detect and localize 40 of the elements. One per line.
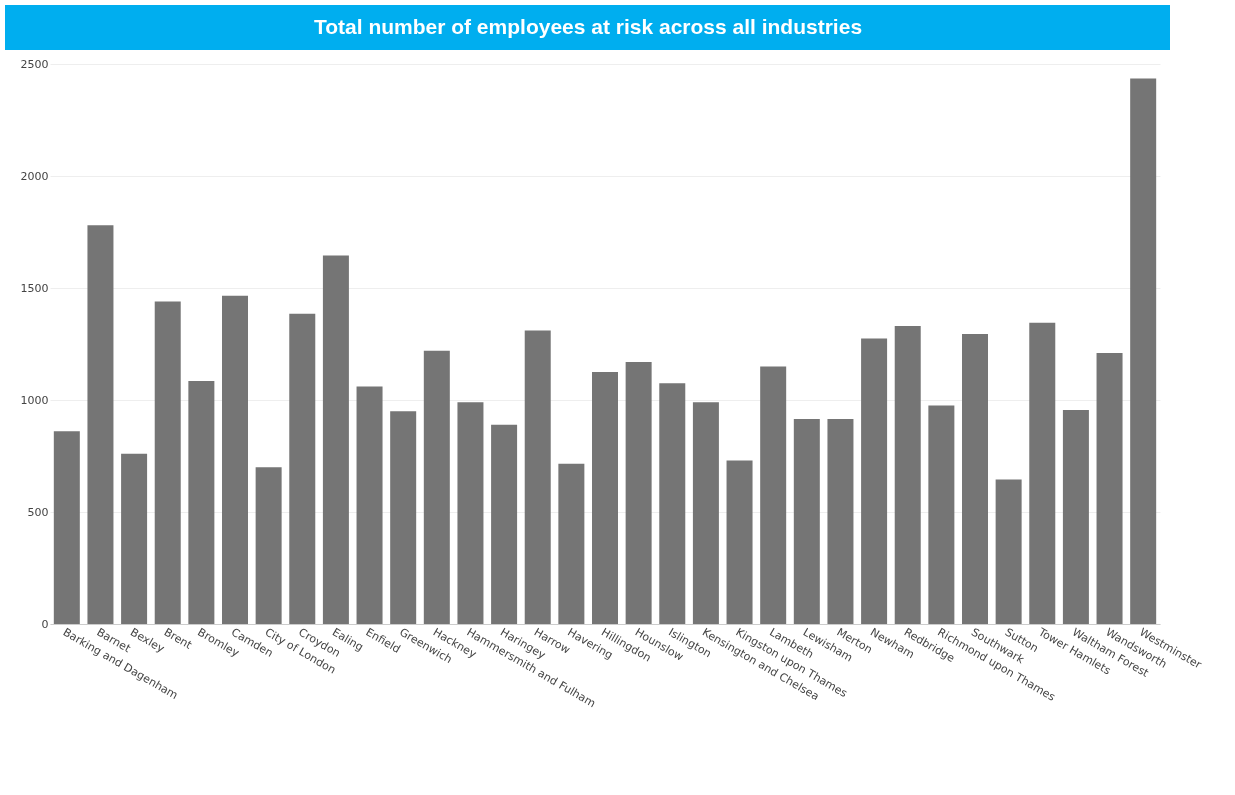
bar (87, 225, 114, 624)
bar (793, 419, 820, 624)
y-tick-label: 1500 (20, 281, 49, 295)
y-tick-label: 0 (41, 617, 49, 631)
bar (659, 383, 686, 624)
bar (995, 479, 1022, 624)
bar (928, 405, 955, 624)
bar (188, 380, 215, 624)
y-tick-label: 2500 (20, 57, 49, 71)
bar (592, 372, 618, 624)
bar (625, 361, 652, 624)
bar (53, 431, 80, 624)
bar (760, 366, 787, 624)
y-tick-label: 500 (27, 505, 49, 519)
bar (154, 301, 181, 624)
chart-title: Total number of employees at risk across all industries (313, 15, 863, 38)
bar (827, 419, 854, 624)
bar (894, 326, 921, 624)
bar (390, 411, 417, 624)
bar (962, 333, 988, 624)
bar (356, 386, 383, 624)
bar (692, 402, 719, 624)
bar (1029, 322, 1056, 624)
y-tick-label: 1000 (20, 393, 49, 407)
bar (322, 255, 349, 624)
bar (558, 463, 585, 624)
bar (222, 295, 248, 624)
bar (121, 453, 148, 624)
bar (289, 313, 316, 624)
bar (1096, 352, 1123, 624)
bar (1062, 410, 1089, 624)
bar (726, 460, 753, 624)
bar (423, 350, 450, 624)
bar (457, 402, 484, 624)
bar (1130, 78, 1157, 624)
bar (255, 467, 282, 624)
y-tick-label: 2000 (20, 169, 49, 183)
bar (861, 338, 888, 624)
bar (524, 330, 551, 624)
bar (491, 424, 518, 624)
